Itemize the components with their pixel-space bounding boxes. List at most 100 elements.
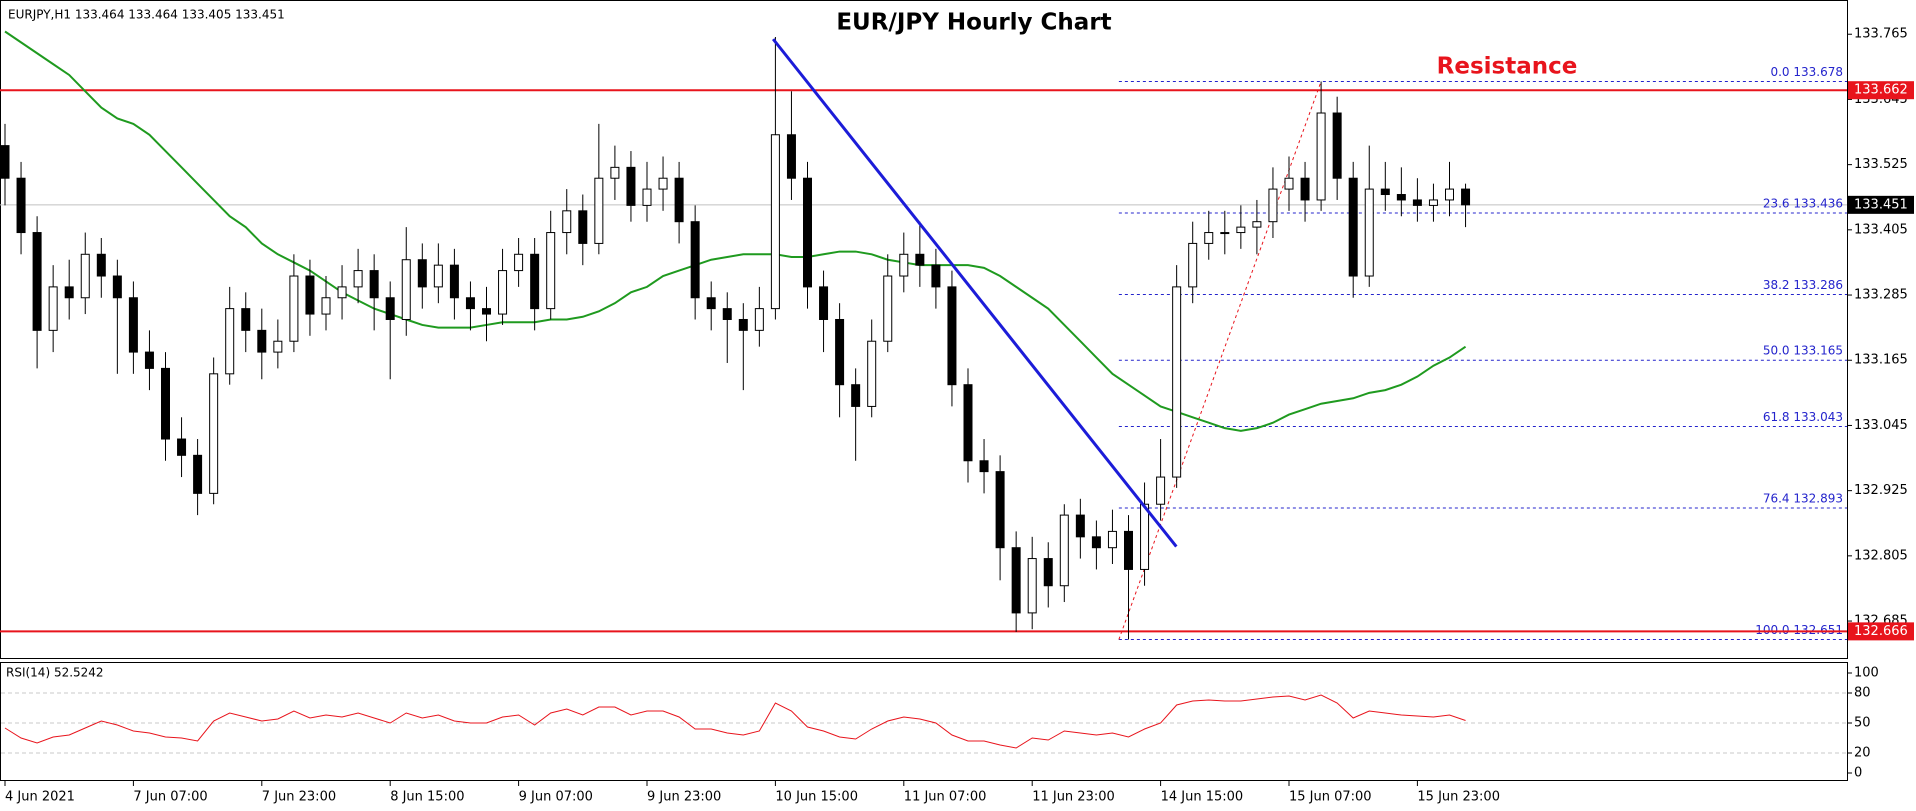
rsi-line: [4, 694, 1466, 749]
candle-body: [1252, 221, 1262, 228]
candle-body: [32, 232, 42, 331]
candle-body: [401, 259, 411, 320]
candle-body: [1027, 558, 1037, 614]
candle-body: [514, 253, 524, 272]
fib-label: 100.0 132.651: [1755, 623, 1843, 637]
candle-body: [1284, 177, 1294, 190]
candle-body: [1140, 503, 1150, 570]
candle-body: [594, 177, 604, 244]
candle-body: [225, 308, 235, 375]
annotation: Resistance: [1437, 54, 1578, 80]
candle-body: [337, 286, 347, 299]
candle-body: [353, 270, 363, 288]
x-tick-label: 11 Jun 23:00: [1032, 790, 1115, 805]
fib-diagonal: [1118, 81, 1322, 640]
candle-body: [867, 340, 877, 407]
y-tick-label: 132.925: [1854, 483, 1908, 498]
candle-body: [1075, 514, 1085, 538]
candle-body: [465, 297, 475, 310]
rsi-panel-frame: [0, 662, 1848, 781]
level-label: 133.662: [1854, 83, 1908, 98]
candle-body: [819, 286, 829, 320]
candle-body: [80, 253, 90, 299]
candle-body: [530, 253, 540, 310]
candle-body: [449, 264, 459, 299]
candle-body: [1236, 226, 1246, 234]
x-tick-label: 4 Jun 2021: [5, 790, 75, 805]
candle-body: [1011, 547, 1021, 614]
candle-body: [96, 253, 106, 277]
candle-body: [915, 253, 925, 266]
candle-body: [642, 188, 652, 206]
level-box: [1848, 81, 1914, 100]
candle-body: [1445, 188, 1454, 201]
candle-body: [562, 210, 572, 234]
chart-title: EUR/JPY Hourly Chart: [836, 10, 1111, 36]
candle-body: [417, 259, 427, 288]
candle-body: [1396, 194, 1406, 201]
candle-body: [0, 145, 10, 179]
price-panel-frame: [0, 0, 1848, 659]
fib-label: 0.0 133.678: [1770, 65, 1843, 79]
candle-body: [257, 329, 267, 353]
candle-body: [578, 210, 588, 244]
candle-body: [706, 297, 716, 310]
candle-body: [1204, 232, 1214, 244]
candle-body: [1364, 188, 1374, 277]
candle-body: [1348, 177, 1358, 277]
x-tick-label: 8 Jun 15:00: [390, 790, 464, 805]
fib-label: 23.6 133.436: [1763, 196, 1843, 210]
candle-body: [995, 471, 1005, 549]
x-tick-label: 11 Jun 07:00: [904, 790, 987, 805]
y-tick-label: 133.045: [1854, 418, 1908, 433]
candle-body: [1107, 530, 1117, 549]
y-tick-label: 133.765: [1854, 27, 1908, 42]
x-tick-label: 10 Jun 15:00: [775, 790, 858, 805]
candle-body: [1268, 188, 1278, 223]
candle-body: [433, 264, 443, 288]
y-tick-label: 20: [1854, 746, 1871, 761]
candle-body: [385, 297, 395, 320]
x-tick-label: 15 Jun 07:00: [1289, 790, 1372, 805]
candle-body: [1380, 188, 1390, 196]
candle-body: [947, 286, 957, 386]
candle-body: [209, 373, 219, 494]
candle-body: [690, 221, 700, 299]
candle-body: [273, 340, 283, 353]
candle-body: [161, 367, 170, 440]
candle-body: [626, 166, 636, 206]
candle-body: [1461, 188, 1471, 206]
last-price-box: [1848, 195, 1914, 214]
candle-body: [1412, 199, 1422, 206]
candle-body: [498, 270, 508, 315]
candle-body: [835, 318, 845, 386]
candle-body: [1220, 232, 1230, 235]
y-tick-label: 133.165: [1854, 353, 1908, 368]
candle-body: [144, 351, 154, 369]
candle-body: [1316, 112, 1326, 201]
candle-body: [1172, 286, 1182, 478]
x-tick-label: 14 Jun 15:00: [1161, 790, 1244, 805]
candle-body: [193, 454, 203, 494]
candle-body: [177, 438, 187, 456]
x-tick-label: 9 Jun 07:00: [519, 790, 593, 805]
candle-body: [1091, 536, 1101, 549]
y-tick-label: 0: [1854, 766, 1862, 781]
candle-body: [1156, 476, 1166, 505]
y-tick-label: 80: [1854, 686, 1871, 701]
candle-body: [770, 134, 780, 310]
candle-body: [546, 232, 556, 310]
candle-body: [369, 270, 379, 299]
trendline: [771, 38, 1178, 548]
y-tick-label: 133.405: [1854, 222, 1908, 237]
candle-body: [1300, 177, 1310, 201]
candle-body: [1428, 199, 1438, 206]
y-tick-label: 133.525: [1854, 157, 1908, 172]
candle-body: [48, 286, 58, 331]
candle-body: [803, 177, 812, 288]
fib-label: 38.2 133.286: [1763, 278, 1843, 292]
y-tick-label: 100: [1854, 666, 1879, 681]
candle-body: [1043, 558, 1053, 587]
y-tick-label: 50: [1854, 716, 1871, 731]
